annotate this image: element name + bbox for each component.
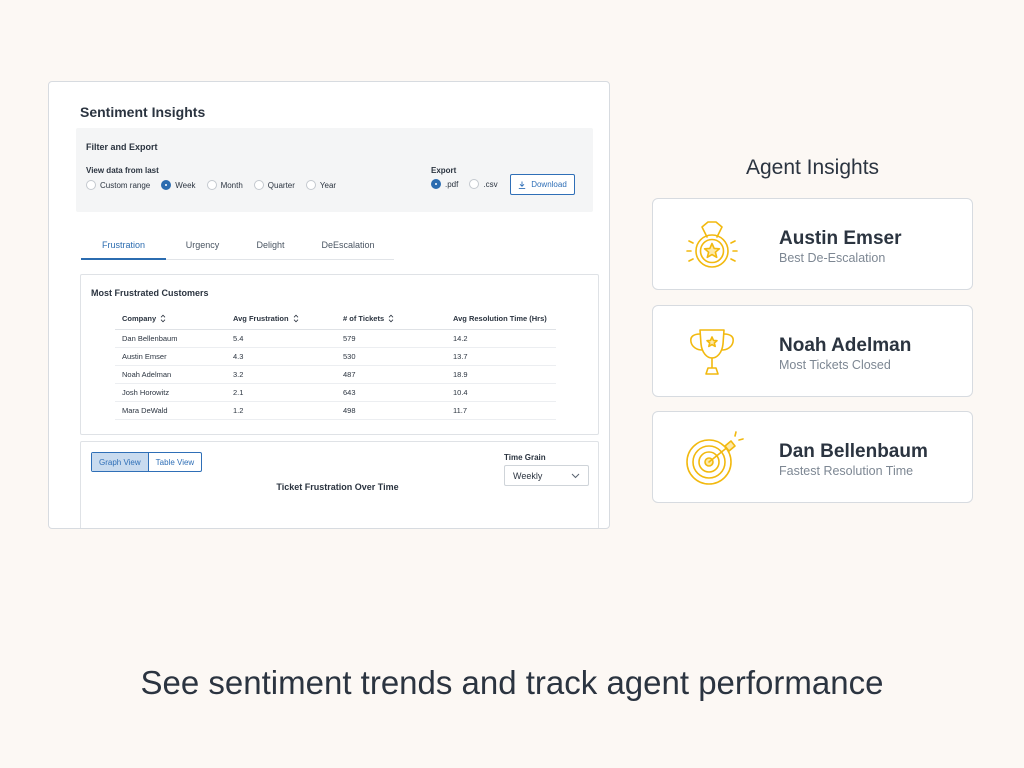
customers-table: Company Avg Frustration # of Tickets Avg… — [115, 307, 556, 420]
tab-frustration[interactable]: Frustration — [81, 234, 166, 260]
agent-card-austin-emser: Austin Emser Best De-Escalation — [652, 198, 973, 290]
table-view-button[interactable]: Table View — [155, 457, 195, 467]
tab-urgency[interactable]: Urgency — [185, 240, 220, 250]
view-toggle: Graph View Table View — [91, 452, 203, 472]
filter-export-section: Filter and Export View data from last Cu… — [76, 128, 593, 212]
radio-week[interactable]: Week — [161, 180, 196, 190]
column-header-company[interactable]: Company — [115, 314, 226, 323]
range-label: View data from last — [86, 166, 159, 175]
medal-icon — [679, 215, 745, 275]
graph-view-button[interactable]: Graph View — [92, 453, 149, 471]
radio-pdf[interactable]: .pdf — [431, 179, 458, 189]
radio-year[interactable]: Year — [305, 180, 336, 190]
time-grain-select[interactable]: Weekly — [504, 465, 589, 486]
table-row[interactable]: Noah Adelman 3.2 487 18.9 — [115, 366, 556, 384]
radio-custom-range[interactable]: Custom range — [86, 180, 150, 190]
radio-dot — [161, 180, 172, 190]
table-title: Most Frustrated Customers — [91, 288, 209, 298]
column-header-tickets[interactable]: # of Tickets — [336, 314, 446, 323]
radio-csv[interactable]: .csv — [469, 179, 498, 189]
radio-dot — [253, 180, 264, 190]
agent-card-dan-bellenbaum: Dan Bellenbaum Fastest Resolution Time — [652, 411, 973, 503]
chevron-down-icon — [571, 471, 580, 481]
radio-dot — [305, 180, 316, 190]
panel-title: Sentiment Insights — [80, 104, 206, 120]
download-button[interactable]: Download — [510, 174, 575, 195]
tab-deescalation[interactable]: DeEscalation — [321, 240, 375, 250]
radio-dot — [431, 179, 441, 189]
radio-dot — [206, 180, 217, 190]
agent-name: Austin Emser — [779, 228, 902, 249]
trophy-icon — [679, 322, 745, 382]
frustrated-customers-card: Most Frustrated Customers Company Avg Fr… — [80, 274, 599, 435]
radio-month[interactable]: Month — [206, 180, 243, 190]
sentiment-tabs: Frustration Urgency Delight DeEscalation — [81, 234, 394, 260]
graph-title: Ticket Frustration Over Time — [276, 482, 399, 492]
tab-delight[interactable]: Delight — [256, 240, 285, 250]
table-header-row: Company Avg Frustration # of Tickets Avg… — [115, 307, 556, 330]
table-row[interactable]: Josh Horowitz 2.1 643 10.4 — [115, 384, 556, 402]
time-grain-label: Time Grain — [504, 453, 546, 462]
filter-title: Filter and Export — [86, 142, 158, 152]
sort-icon — [160, 314, 166, 323]
agent-award: Fastest Resolution Time — [779, 464, 914, 478]
table-row[interactable]: Austin Emser 4.3 530 13.7 — [115, 348, 556, 366]
agent-name: Noah Adelman — [779, 335, 912, 356]
radio-dot — [86, 180, 96, 190]
sort-icon — [293, 314, 299, 323]
range-radio-group: Custom range Week Month Quarter Year — [86, 180, 347, 190]
column-header-resolution-time[interactable]: Avg Resolution Time (Hrs) — [453, 313, 547, 323]
column-header-avg-frustration[interactable]: Avg Frustration — [226, 314, 336, 323]
export-label: Export — [431, 166, 457, 175]
agent-insights-heading: Agent Insights — [745, 156, 880, 179]
agent-award: Most Tickets Closed — [779, 358, 891, 372]
radio-dot — [469, 179, 480, 189]
export-radio-group: .pdf .csv — [431, 179, 509, 189]
table-row[interactable]: Dan Bellenbaum 5.4 579 14.2 — [115, 330, 556, 348]
agent-card-noah-adelman: Noah Adelman Most Tickets Closed — [652, 305, 973, 397]
target-icon — [679, 428, 745, 488]
sentiment-insights-panel: Sentiment Insights Filter and Export Vie… — [48, 81, 610, 529]
table-row[interactable]: Mara DeWald 1.2 498 11.7 — [115, 402, 556, 420]
ticket-frustration-graph-card: Graph View Table View Time Grain Weekly … — [80, 441, 599, 528]
radio-quarter[interactable]: Quarter — [253, 180, 295, 190]
agent-award: Best De-Escalation — [779, 251, 886, 265]
agent-name: Dan Bellenbaum — [779, 441, 928, 462]
download-icon — [518, 181, 526, 189]
tagline: See sentiment trends and track agent per… — [140, 664, 884, 701]
sort-icon — [388, 314, 394, 323]
